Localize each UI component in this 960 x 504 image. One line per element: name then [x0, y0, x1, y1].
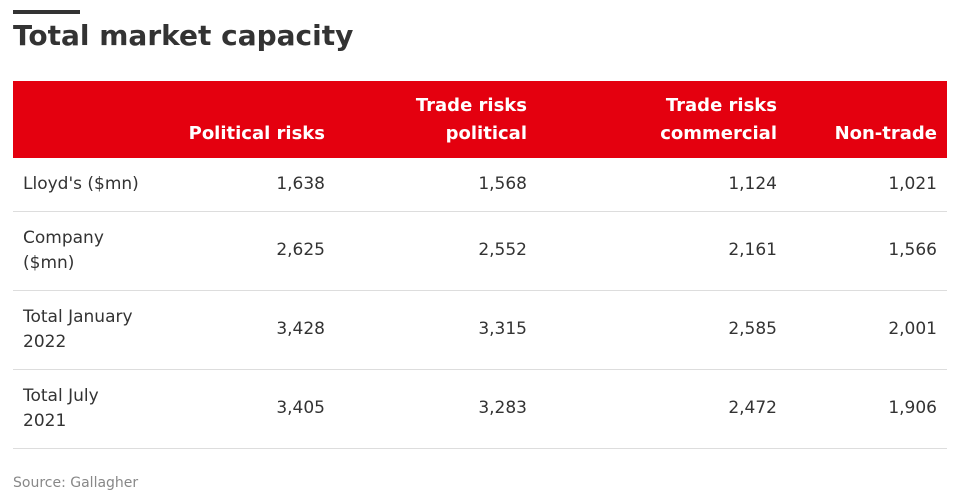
table-body: Lloyd's ($mn) 1,638 1,568 1,124 1,021 Company…: [13, 158, 947, 448]
header-cell-trade-risks-political: Trade risks political: [415, 95, 527, 144]
table-cell: 2,472: [728, 398, 777, 418]
table-header-row: Political risks Trade risks political Tr…: [13, 81, 947, 158]
table-cell: 2,585: [728, 319, 777, 339]
table-cell: 3,283: [478, 398, 527, 418]
row-label: Lloyd's ($mn): [23, 173, 139, 194]
source-note: Source: Gallagher: [13, 475, 139, 491]
row-label: Total July 2021: [23, 385, 99, 431]
table-cell: 1,906: [888, 398, 937, 418]
row-label: Total January 2022: [23, 306, 133, 352]
market-capacity-table: Political risks Trade risks political Tr…: [13, 81, 947, 449]
table-row: Company ($mn) 2,625 2,552 2,161 1,566: [13, 211, 947, 290]
table-cell: 1,021: [888, 173, 937, 194]
table-cell: 2,001: [888, 319, 937, 339]
table-cell: 1,638: [276, 173, 325, 194]
table-cell: 3,428: [276, 319, 325, 339]
table-row: Total January 2022 3,428 3,315 2,585 2,001: [13, 290, 947, 369]
table-row: Lloyd's ($mn) 1,638 1,568 1,124 1,021: [13, 158, 947, 211]
table-cell: 1,124: [728, 173, 777, 194]
row-label: Company ($mn): [23, 227, 104, 273]
title-accent-rule: [13, 10, 80, 14]
table-row: Total July 2021 3,405 3,283 2,472 1,906: [13, 369, 947, 448]
table-cell: 1,568: [478, 173, 527, 194]
header-cell-empty: [13, 81, 173, 158]
table-cell: 2,161: [728, 240, 777, 260]
header-cell-trade-risks-commercial: Trade risks commercial: [660, 95, 777, 144]
table-cell: 1,566: [888, 240, 937, 260]
table-cell: 2,625: [276, 240, 325, 260]
chart-title: Total market capacity: [13, 19, 354, 52]
table-cell: 2,552: [478, 240, 527, 260]
table-cell: 3,315: [478, 319, 527, 339]
header-cell-political-risks: Political risks: [188, 123, 325, 144]
header-cell-non-trade: Non-trade: [834, 123, 937, 144]
table-cell: 3,405: [276, 398, 325, 418]
